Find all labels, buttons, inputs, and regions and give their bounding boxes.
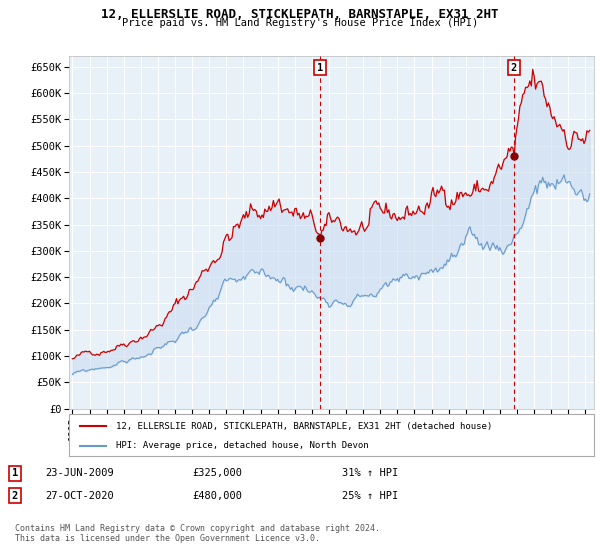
Text: 1: 1 [12,468,18,478]
Text: £480,000: £480,000 [192,491,242,501]
Text: 23-JUN-2009: 23-JUN-2009 [45,468,114,478]
Text: 25% ↑ HPI: 25% ↑ HPI [342,491,398,501]
Text: 12, ELLERSLIE ROAD, STICKLEPATH, BARNSTAPLE, EX31 2HT: 12, ELLERSLIE ROAD, STICKLEPATH, BARNSTA… [101,8,499,21]
Text: Contains HM Land Registry data © Crown copyright and database right 2024.
This d: Contains HM Land Registry data © Crown c… [15,524,380,543]
Text: HPI: Average price, detached house, North Devon: HPI: Average price, detached house, Nort… [116,441,369,450]
Text: 2: 2 [12,491,18,501]
Text: Price paid vs. HM Land Registry's House Price Index (HPI): Price paid vs. HM Land Registry's House … [122,18,478,29]
Text: £325,000: £325,000 [192,468,242,478]
Text: 2: 2 [511,63,517,73]
Text: 1: 1 [317,63,323,73]
Text: 12, ELLERSLIE ROAD, STICKLEPATH, BARNSTAPLE, EX31 2HT (detached house): 12, ELLERSLIE ROAD, STICKLEPATH, BARNSTA… [116,422,493,431]
Text: 27-OCT-2020: 27-OCT-2020 [45,491,114,501]
Text: 31% ↑ HPI: 31% ↑ HPI [342,468,398,478]
